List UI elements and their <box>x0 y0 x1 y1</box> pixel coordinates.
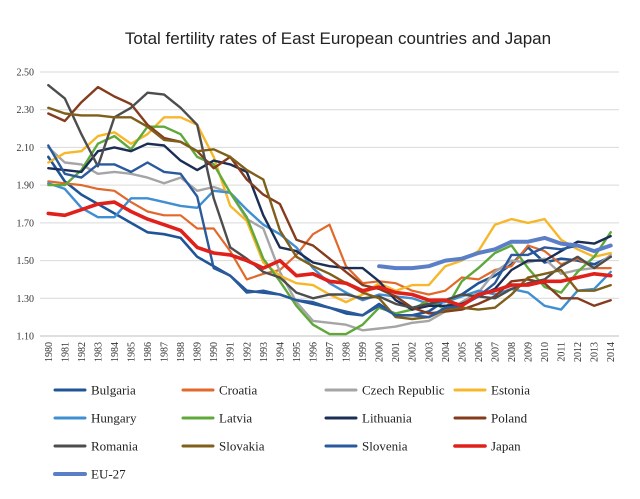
x-tick-label: 2013 <box>590 342 601 362</box>
legend-label-slovakia: Slovakia <box>219 439 265 454</box>
x-tick-label: 1982 <box>77 342 88 362</box>
gridlines <box>40 71 619 299</box>
x-tick-label: 2006 <box>474 342 485 362</box>
legend-label-czech-republic: Czech Republic <box>362 383 445 398</box>
legend-label-lithuania: Lithuania <box>362 411 412 426</box>
series-line-czech-republic <box>47 146 612 332</box>
x-tick-label: 1984 <box>110 342 121 362</box>
x-tick-label: 1986 <box>143 342 154 362</box>
x-tick-label: 1980 <box>44 342 55 362</box>
legend-label-romania: Romania <box>91 439 138 454</box>
y-tick-label: 2.50 <box>17 68 35 79</box>
x-tick-label: 1990 <box>209 342 220 362</box>
chart-title: Total fertility rates of East European c… <box>125 29 551 48</box>
x-tick-label: 1983 <box>93 342 104 362</box>
y-tick-label: 1.30 <box>17 294 35 305</box>
x-tick-label: 2000 <box>375 342 386 362</box>
x-axis-tick-labels: 1980 1981 1982 1983 1984 1985 1986 1987 1988 1989… <box>44 342 617 362</box>
series-line-croatia <box>47 180 612 296</box>
x-tick-label: 1994 <box>275 342 286 362</box>
series-line-japan <box>46 200 613 308</box>
series-line-slovenia <box>47 144 612 319</box>
series-line-lithuania <box>47 142 612 311</box>
x-tick-label: 1992 <box>242 342 253 362</box>
y-tick-label: 1.90 <box>17 181 35 192</box>
x-tick-label: 1997 <box>325 342 336 362</box>
legend-label-hungary: Hungary <box>91 411 137 426</box>
series-line-poland <box>47 85 612 315</box>
x-tick-label: 2003 <box>424 342 435 362</box>
y-tick-label: 1.70 <box>17 218 35 229</box>
legend-label-slovenia: Slovenia <box>362 439 408 454</box>
x-tick-label: 2007 <box>490 342 501 362</box>
y-tick-label: 1.10 <box>17 332 35 343</box>
x-tick-label: 2012 <box>573 342 584 362</box>
x-tick-label: 1991 <box>226 342 237 362</box>
x-tick-label: 1995 <box>292 342 303 362</box>
legend: Bulgaria Croatia Czech Republic Estonia Hung… <box>53 383 530 482</box>
x-tick-label: 2014 <box>606 342 617 362</box>
series-line-latvia <box>47 125 612 336</box>
legend-label-bulgaria: Bulgaria <box>91 383 136 398</box>
x-tick-label: 2001 <box>391 342 402 362</box>
y-axis-tick-labels: 1.10 1.30 1.50 1.70 1.90 2.10 2.30 2.50 <box>17 68 35 343</box>
legend-label-croatia: Croatia <box>219 383 257 398</box>
series-line-slovakia <box>47 106 612 321</box>
x-tick-label: 2011 <box>557 342 568 362</box>
y-tick-label: 1.50 <box>17 256 35 267</box>
y-tick-label: 2.30 <box>17 105 35 116</box>
x-tick-label: 1988 <box>176 342 187 362</box>
series-lines <box>46 84 613 336</box>
x-tick-label: 2004 <box>441 342 452 362</box>
x-tick-label: 2008 <box>507 342 518 362</box>
x-tick-label: 1996 <box>308 342 319 362</box>
x-tick-label: 1987 <box>160 342 171 362</box>
x-tick-label: 1985 <box>126 342 137 362</box>
x-tick-label: 1999 <box>358 342 369 362</box>
x-tick-label: 2010 <box>540 342 551 362</box>
series-line-romania <box>47 84 612 309</box>
x-tick-label: 2009 <box>524 342 535 362</box>
legend-label-japan: Japan <box>491 439 521 454</box>
legend-label-poland: Poland <box>491 411 528 426</box>
series-line-eu-27 <box>377 235 613 271</box>
x-tick-label: 2002 <box>408 342 419 362</box>
y-tick-label: 2.10 <box>17 143 35 154</box>
legend-label-estonia: Estonia <box>491 383 530 398</box>
x-tick-label: 1981 <box>60 342 71 362</box>
legend-label-eu-27: EU-27 <box>91 467 126 482</box>
x-tick-label: 1993 <box>259 342 270 362</box>
x-tick-label: 1989 <box>193 342 204 362</box>
x-tick-label: 2005 <box>457 342 468 362</box>
x-tick-label: 1998 <box>342 342 353 362</box>
legend-label-latvia: Latvia <box>219 411 252 426</box>
